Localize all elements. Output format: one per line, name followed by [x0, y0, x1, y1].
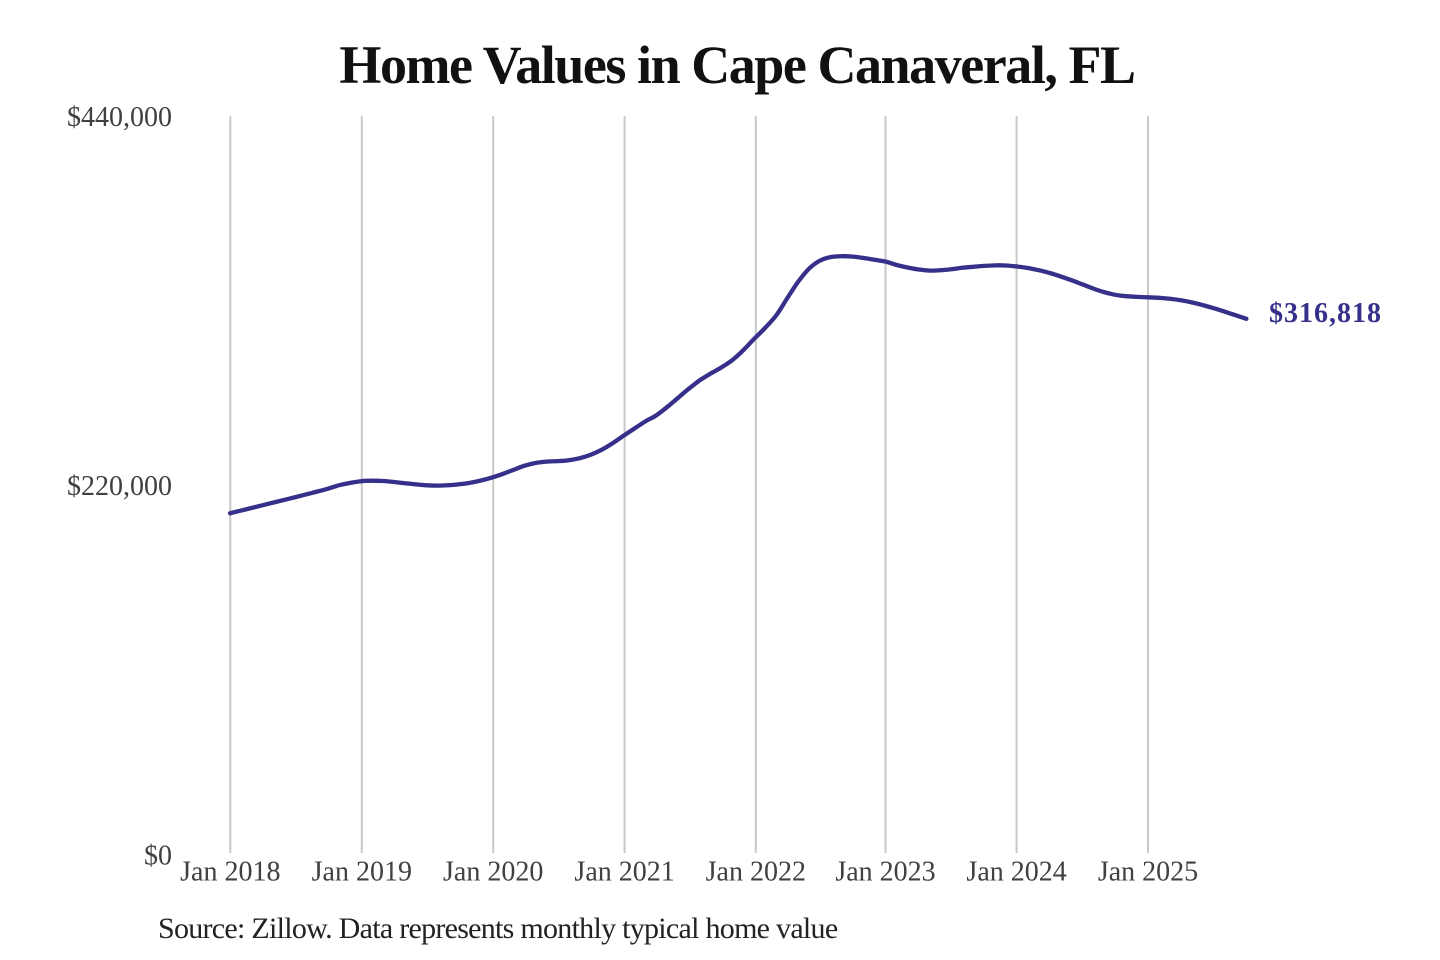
- svg-text:Jan 2022: Jan 2022: [706, 857, 806, 888]
- svg-text:$316,818: $316,818: [1269, 298, 1382, 329]
- svg-text:Jan 2019: Jan 2019: [312, 857, 412, 888]
- svg-text:Jan 2024: Jan 2024: [966, 857, 1066, 888]
- svg-text:Source: Zillow. Data represent: Source: Zillow. Data represents monthly …: [158, 912, 838, 945]
- svg-text:$220,000: $220,000: [67, 471, 172, 502]
- svg-text:$0: $0: [144, 840, 172, 871]
- svg-text:Jan 2020: Jan 2020: [443, 857, 543, 888]
- svg-text:Home Values in Cape Canaveral,: Home Values in Cape Canaveral, FL: [339, 35, 1134, 95]
- svg-text:Jan 2023: Jan 2023: [835, 857, 935, 888]
- svg-text:Jan 2018: Jan 2018: [180, 857, 280, 888]
- svg-text:$440,000: $440,000: [67, 102, 172, 133]
- svg-text:Jan 2021: Jan 2021: [574, 857, 674, 888]
- svg-text:Jan 2025: Jan 2025: [1098, 857, 1198, 888]
